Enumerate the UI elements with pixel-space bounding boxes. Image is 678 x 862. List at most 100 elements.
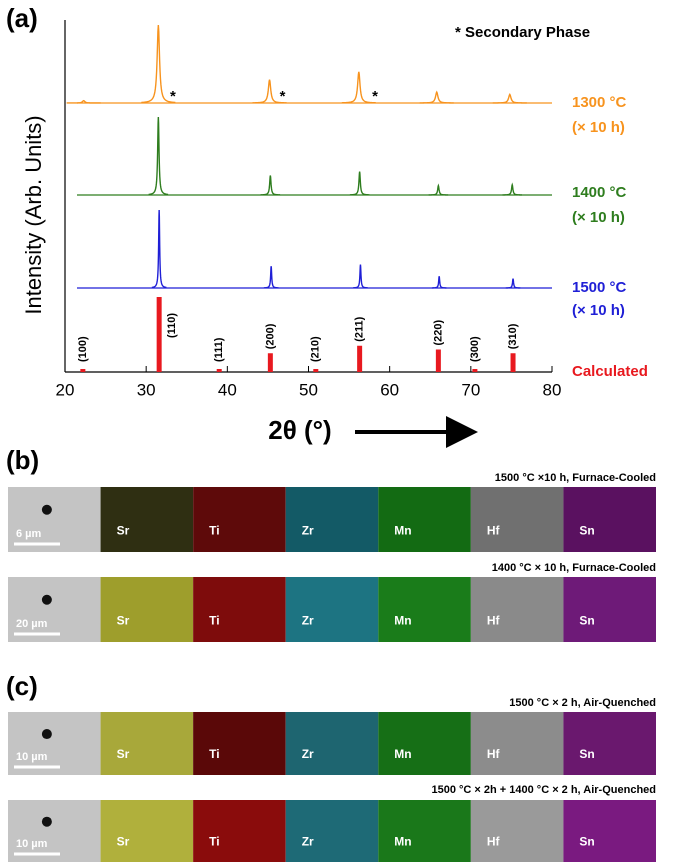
scale-bar-label: 10 µm	[16, 838, 48, 850]
peak	[151, 209, 167, 289]
hkl-label: (111)	[213, 337, 225, 362]
series-label: Calculated	[572, 363, 648, 380]
element-label: Hf	[487, 834, 501, 848]
element-label: Hf	[487, 747, 501, 761]
element-label: Zr	[302, 523, 314, 537]
element-label: Hf	[487, 613, 501, 627]
eds-map	[470, 712, 564, 775]
sem-image	[8, 487, 101, 552]
hkl-label: (100)	[77, 336, 89, 362]
stick	[267, 353, 273, 372]
hkl-label: (200)	[264, 323, 276, 349]
element-label: Zr	[302, 834, 314, 848]
caption: 1500 °C ×10 h, Furnace-Cooled	[495, 472, 656, 484]
stick	[313, 369, 319, 372]
panel-label: (c)	[6, 671, 38, 701]
x-tick-label: 20	[56, 380, 75, 399]
eds-map	[193, 712, 286, 775]
stick	[510, 353, 516, 372]
eds-map	[100, 800, 194, 862]
peak	[263, 266, 279, 289]
eds-map	[100, 712, 194, 775]
secondary-marker: *	[280, 88, 286, 105]
eds-map	[193, 800, 286, 862]
peak	[349, 171, 370, 196]
hkl-label: (300)	[469, 336, 481, 362]
peak	[505, 278, 521, 289]
element-label: Sn	[579, 747, 594, 761]
stick	[435, 349, 441, 372]
x-tick-label: 60	[380, 380, 399, 399]
element-label: Sr	[117, 523, 130, 537]
x-tick-label: 30	[137, 380, 156, 399]
element-label: Ti	[209, 523, 219, 537]
peak	[341, 71, 376, 104]
scale-bar-label: 6 µm	[16, 528, 42, 540]
eds-map	[285, 712, 379, 775]
element-label: Sr	[117, 834, 130, 848]
series-subtitle: (× 10 h)	[572, 209, 625, 226]
pore	[41, 594, 52, 605]
stick	[357, 345, 363, 372]
element-label: Mn	[394, 523, 411, 537]
y-axis-label: Intensity (Arb. Units)	[21, 115, 46, 314]
sem-image	[8, 577, 101, 642]
series-label: 1400 °C	[572, 184, 627, 201]
eds-map	[563, 712, 656, 775]
eds-map	[563, 487, 656, 552]
peak	[419, 90, 454, 104]
pore	[41, 816, 52, 827]
series-label: 1500 °C	[572, 279, 627, 296]
caption: 1500 °C × 2h + 1400 °C × 2 h, Air-Quench…	[431, 784, 656, 796]
stick	[80, 369, 86, 372]
peak	[260, 175, 281, 196]
pore	[41, 504, 52, 515]
x-tick-label: 70	[461, 380, 480, 399]
peak	[66, 99, 101, 104]
series-subtitle: (× 10 h)	[572, 302, 625, 319]
series-label: 1300 °C	[572, 94, 627, 111]
eds-map	[563, 800, 656, 862]
sem-image	[8, 712, 101, 775]
secondary-marker: *	[372, 88, 378, 105]
hkl-label: (310)	[507, 323, 519, 349]
peak	[353, 264, 368, 289]
peak	[252, 79, 287, 104]
eds-map	[100, 577, 194, 642]
stick	[216, 369, 222, 372]
eds-map	[378, 800, 471, 862]
eds-map	[470, 577, 564, 642]
element-label: Mn	[394, 613, 411, 627]
caption: 1500 °C × 2 h, Air-Quenched	[509, 697, 656, 709]
peak	[431, 276, 447, 289]
eds-map	[470, 487, 564, 552]
panel-label: (b)	[6, 445, 39, 475]
x-tick-label: 80	[543, 380, 562, 399]
panel-label: (a)	[6, 3, 38, 33]
eds-map	[193, 577, 286, 642]
eds-map	[193, 487, 286, 552]
element-label: Hf	[487, 523, 501, 537]
hkl-label: (110)	[166, 313, 178, 338]
element-label: Sn	[579, 523, 594, 537]
hkl-label: (210)	[310, 336, 322, 362]
eds-map	[563, 577, 656, 642]
series-subtitle: (× 10 h)	[572, 119, 625, 136]
scale-bar-label: 10 µm	[16, 751, 48, 763]
peak	[141, 24, 176, 104]
eds-map	[100, 487, 194, 552]
eds-map	[378, 712, 471, 775]
eds-map	[470, 800, 564, 862]
x-axis-label: 2θ (°)	[268, 415, 331, 445]
element-label: Mn	[394, 834, 411, 848]
secondary-marker: *	[170, 88, 176, 105]
eds-map	[285, 577, 379, 642]
note: * Secondary Phase	[455, 24, 590, 41]
peak	[148, 116, 169, 196]
element-label: Ti	[209, 747, 219, 761]
peak	[492, 93, 527, 104]
hkl-label: (211)	[354, 316, 366, 341]
hkl-label: (220)	[432, 319, 444, 345]
sem-image	[8, 800, 101, 862]
